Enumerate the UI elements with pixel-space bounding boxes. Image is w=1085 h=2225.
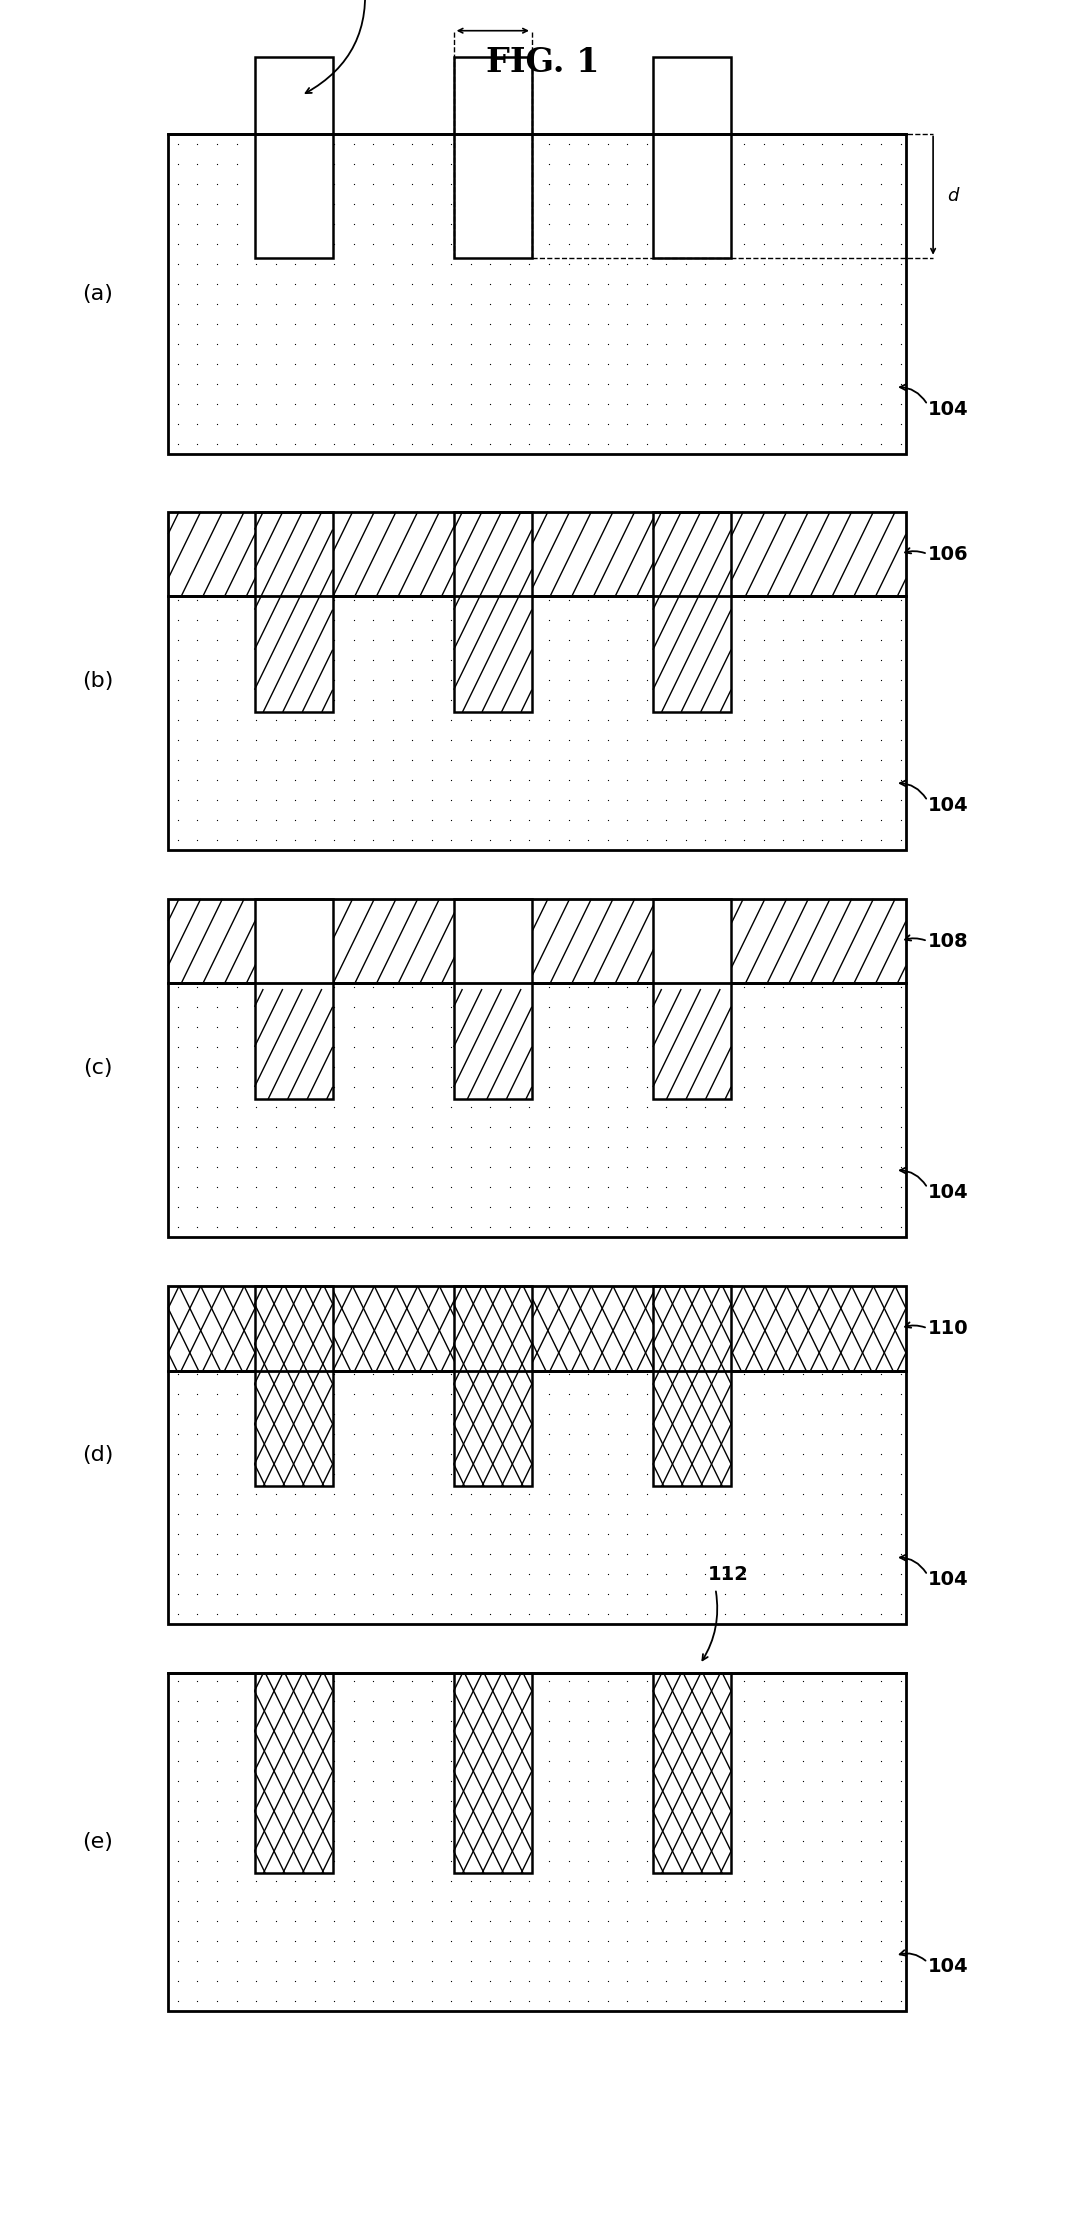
Bar [255,899,333,1099]
Bar [168,596,906,850]
Bar [454,512,532,712]
Bar [168,1286,906,1371]
Bar [653,1286,731,1486]
Text: d: d [947,187,958,205]
Text: 108: 108 [928,932,968,950]
Bar [255,58,333,258]
Bar [653,512,731,712]
Bar [653,1286,731,1486]
Text: (b): (b) [82,672,113,690]
Text: 110: 110 [928,1319,968,1337]
Text: 104: 104 [928,1184,968,1202]
Bar [168,512,906,596]
Bar [454,899,532,1099]
Bar [454,1673,532,1873]
Bar [255,512,333,712]
Bar [168,134,906,454]
Bar [168,983,906,1237]
Bar [168,1673,906,2011]
Bar [653,1673,731,1873]
Bar [454,58,532,258]
Text: (a): (a) [82,285,113,303]
Bar [255,1286,333,1486]
Bar [653,58,731,258]
Text: 104: 104 [928,1571,968,1589]
Bar [255,58,333,258]
Bar [454,1286,532,1486]
Text: (d): (d) [82,1446,113,1464]
Bar [653,899,731,1099]
Bar [653,512,731,712]
Bar [168,899,906,983]
Text: 104: 104 [928,400,968,418]
Text: 104: 104 [928,1958,968,1976]
Text: 106: 106 [928,545,968,563]
Bar [255,1286,333,1486]
Text: (e): (e) [82,1833,113,1851]
Bar [454,1673,532,1873]
Bar [653,1673,731,1873]
Text: (c): (c) [82,1059,113,1077]
Bar [454,1286,532,1486]
Bar [255,1673,333,1873]
Bar [454,58,532,258]
Bar [168,1286,906,1371]
Bar [653,58,731,258]
Bar [168,899,906,983]
Text: 104: 104 [928,797,968,814]
Bar [653,899,731,1099]
Bar [255,512,333,712]
Bar [168,512,906,596]
Bar [168,1371,906,1624]
Bar [454,899,532,1099]
Text: 112: 112 [707,1564,749,1584]
Text: FIG. 1: FIG. 1 [486,47,599,78]
Bar [255,1673,333,1873]
Bar [255,899,333,1099]
Bar [454,512,532,712]
